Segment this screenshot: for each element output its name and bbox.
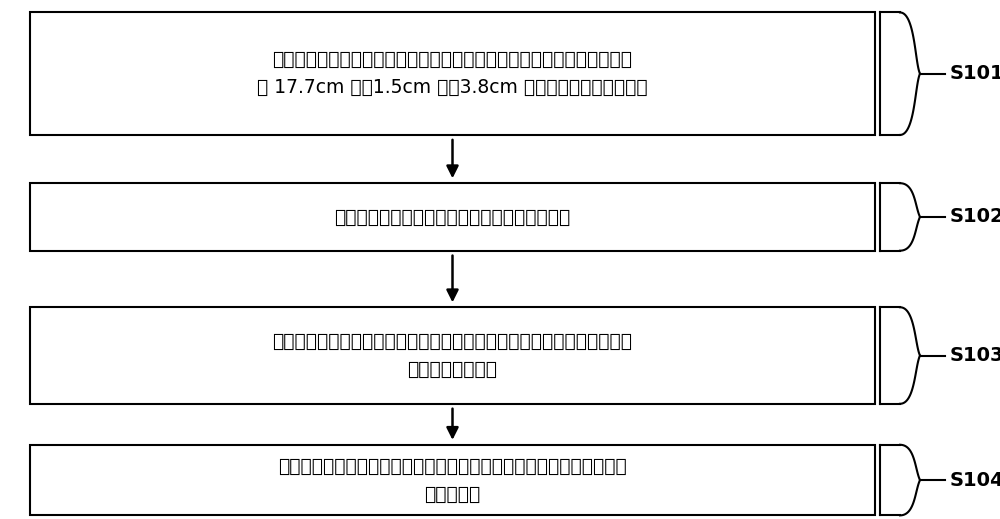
FancyBboxPatch shape <box>30 445 875 515</box>
Text: 将加工好的岩板放入到测试裂缝导流能力的导流室中，岩板中间铺置一定
铺砂浓度的支撑剂: 将加工好的岩板放入到测试裂缝导流能力的导流室中，岩板中间铺置一定 铺砂浓度的支撑… <box>272 332 633 379</box>
FancyBboxPatch shape <box>30 183 875 251</box>
Text: S104: S104 <box>950 471 1000 489</box>
Text: 将岩板进一步加工，符合转向缝或分支缝的要求: 将岩板进一步加工，符合转向缝或分支缝的要求 <box>334 208 571 226</box>
FancyBboxPatch shape <box>30 307 875 404</box>
Text: 选取制作试件的地层页岩岩心或同层位的页岩露头，将所述页岩材料加工
成 17.7cm 长、1.5cm 厚、3.8cm 宽两端半圆形的页岩岩板: 选取制作试件的地层页岩岩心或同层位的页岩露头，将所述页岩材料加工 成 17.7c… <box>257 50 648 97</box>
Text: S101: S101 <box>950 64 1000 83</box>
FancyBboxPatch shape <box>30 12 875 135</box>
Text: 将安置好页岩岩板的导流室放置到裂缝导流能力测试装置中进行导流能
力实验测试: 将安置好页岩岩板的导流室放置到裂缝导流能力测试装置中进行导流能 力实验测试 <box>278 457 627 503</box>
Text: S103: S103 <box>950 346 1000 365</box>
Text: S102: S102 <box>950 208 1000 226</box>
